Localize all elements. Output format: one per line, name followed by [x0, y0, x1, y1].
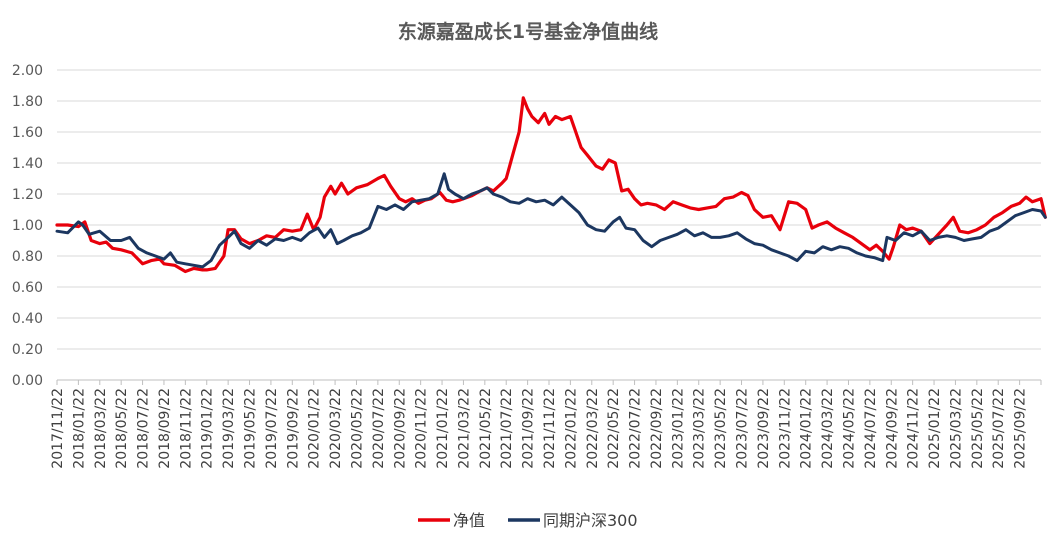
- y-tick-label: 1.40: [12, 156, 43, 172]
- y-tick-label: 0.20: [12, 342, 43, 358]
- y-tick-label: 0.40: [12, 311, 43, 327]
- x-tick-label: 2023/01/22: [670, 388, 686, 469]
- x-tick-label: 2019/05/22: [243, 388, 259, 469]
- x-tick-label: 2019/07/22: [264, 388, 280, 469]
- y-tick-label: 0.80: [12, 249, 43, 265]
- x-tick-label: 2022/09/22: [649, 388, 665, 469]
- x-tick-label: 2018/11/22: [178, 388, 194, 469]
- x-tick-label: 2018/05/22: [114, 388, 130, 469]
- x-tick-label: 2021/03/22: [456, 388, 472, 469]
- legend-item: 净值: [418, 511, 485, 530]
- x-tick-label: 2024/03/22: [820, 388, 836, 469]
- x-tick-label: 2022/01/22: [563, 388, 579, 469]
- x-tick-label: 2020/11/22: [414, 388, 430, 469]
- x-tick-label: 2023/09/22: [756, 388, 772, 469]
- x-tick-label: 2021/09/22: [521, 388, 537, 469]
- x-tick-label: 2019/03/22: [221, 388, 237, 469]
- legend: 净值 同期沪深300: [418, 511, 638, 530]
- x-tick-label: 2025/01/22: [927, 388, 943, 469]
- y-tick-label: 1.80: [12, 94, 43, 110]
- y-tick-label: 0.60: [12, 280, 43, 296]
- y-tick-label: 1.20: [12, 187, 43, 203]
- x-tick-label: 2021/01/22: [435, 388, 451, 469]
- x-tick-label: 2025/07/22: [991, 388, 1007, 469]
- series-line-nav: [55, 96, 1047, 274]
- x-tick-label: 2022/05/22: [606, 388, 622, 469]
- x-tick-label: 2024/07/22: [863, 388, 879, 469]
- x-tick-label: 2025/09/22: [1013, 388, 1029, 469]
- x-tick-label: 2020/03/22: [328, 388, 344, 469]
- x-tick-label: 2021/07/22: [499, 388, 515, 469]
- x-tick-label: 2019/09/22: [285, 388, 301, 469]
- legend-label: 同期沪深300: [543, 511, 638, 530]
- x-tick-label: 2025/05/22: [970, 388, 986, 469]
- x-tick-label: 2022/03/22: [585, 388, 601, 469]
- x-tick-label: 2018/07/22: [136, 388, 152, 469]
- x-tick-label: 2024/05/22: [841, 388, 857, 469]
- chart-title: 东源嘉盈成长1号基金净值曲线: [398, 20, 658, 43]
- x-tick-label: 2018/09/22: [157, 388, 173, 469]
- series-line-csi300: [55, 172, 1047, 269]
- x-tick-label: 2017/11/22: [50, 388, 66, 469]
- x-tick-label: 2018/01/22: [71, 388, 87, 469]
- x-tick-label: 2024/09/22: [884, 388, 900, 469]
- x-tick-label: 2021/05/22: [478, 388, 494, 469]
- x-tick-label: 2021/11/22: [542, 388, 558, 469]
- x-tick-label: 2023/03/22: [692, 388, 708, 469]
- x-tick-label: 2020/05/22: [349, 388, 365, 469]
- x-tick-label: 2019/01/22: [200, 388, 216, 469]
- axes: 0.00 0.20 0.40 0.60 0.80 1.00 1.20 1.40 1.60 1.80…: [12, 63, 1042, 469]
- x-tick-label: 2020/01/22: [307, 388, 323, 469]
- x-tick-label: 2020/07/22: [371, 388, 387, 469]
- legend-item: 同期沪深300: [508, 511, 638, 530]
- x-tick-label: 2018/03/22: [93, 388, 109, 469]
- x-tick-label: 2024/01/22: [799, 388, 815, 469]
- y-tick-label: 0.00: [12, 373, 43, 389]
- x-tick-label: 2020/09/22: [392, 388, 408, 469]
- y-tick-label: 1.00: [12, 218, 43, 234]
- x-tick-label: 2024/11/22: [906, 388, 922, 469]
- x-tick-label: 2022/07/22: [628, 388, 644, 469]
- legend-label: 净值: [453, 511, 485, 530]
- x-tick-label: 2023/05/22: [713, 388, 729, 469]
- x-tick-label: 2023/07/22: [735, 388, 751, 469]
- series-lines: [55, 96, 1047, 274]
- x-tick-label: 2025/03/22: [948, 388, 964, 469]
- y-tick-label: 1.60: [12, 125, 43, 141]
- x-tick-label: 2023/11/22: [777, 388, 793, 469]
- y-tick-label: 2.00: [12, 63, 43, 79]
- grid-lines: [57, 69, 1041, 350]
